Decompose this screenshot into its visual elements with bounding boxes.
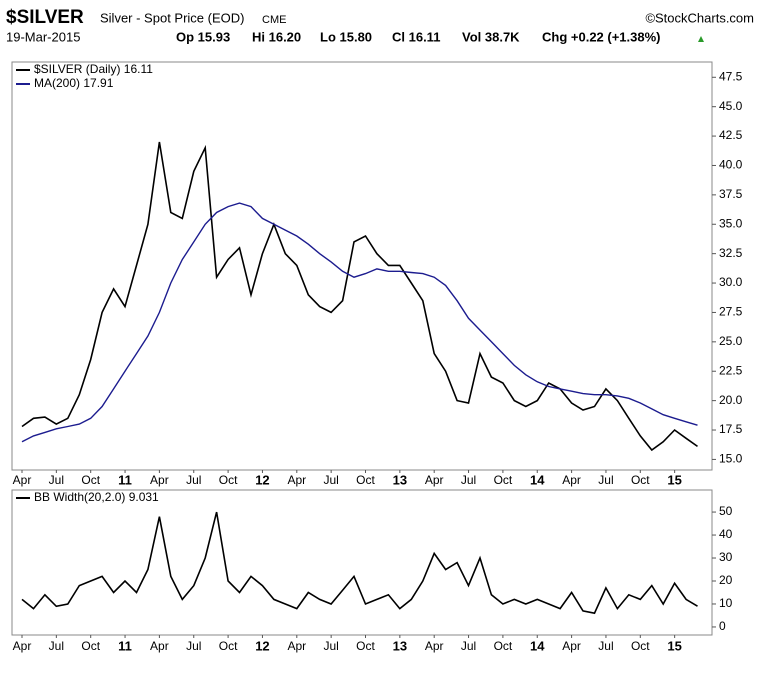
x-tick-label: 14 bbox=[530, 472, 545, 487]
x-tick-label: 12 bbox=[255, 472, 269, 487]
y-tick-label: 17.5 bbox=[719, 422, 743, 436]
series-line bbox=[21, 141, 698, 452]
x-tick-label: Oct bbox=[219, 473, 238, 487]
x-tick-label: Jul bbox=[598, 639, 613, 653]
x-tick-label: 15 bbox=[667, 638, 681, 653]
y-tick-label: 37.5 bbox=[719, 187, 743, 201]
x-tick-label: Jul bbox=[186, 639, 201, 653]
x-tick-label: 13 bbox=[393, 638, 407, 653]
x-tick-label: Jul bbox=[49, 473, 64, 487]
x-tick-label: Jul bbox=[461, 639, 476, 653]
legend-label: $SILVER (Daily) 16.11 bbox=[34, 62, 153, 76]
y-tick-label: 47.5 bbox=[719, 69, 743, 83]
x-tick-label: 13 bbox=[393, 472, 407, 487]
y-tick-label: 35.0 bbox=[719, 216, 743, 230]
x-tick-label: Jul bbox=[186, 473, 201, 487]
y-tick-label: 25.0 bbox=[719, 334, 743, 348]
plot-area bbox=[11, 61, 713, 471]
x-tick-label: Oct bbox=[81, 473, 100, 487]
y-tick-label: 30.0 bbox=[719, 275, 743, 289]
change: Chg +0.22 (+1.38%) bbox=[542, 29, 661, 44]
x-tick-label: Oct bbox=[631, 473, 650, 487]
security-name: Silver - Spot Price (EOD) bbox=[100, 10, 244, 25]
source: ©StockCharts.com bbox=[645, 10, 754, 25]
x-tick-label: Oct bbox=[494, 639, 513, 653]
low: Lo 15.80 bbox=[320, 29, 372, 44]
close: Cl 16.11 bbox=[392, 29, 440, 44]
y-tick-label: 0 bbox=[719, 619, 726, 633]
x-tick-label: Jul bbox=[323, 639, 338, 653]
x-tick-label: 11 bbox=[118, 472, 132, 487]
y-tick-label: 45.0 bbox=[719, 99, 743, 113]
legend-label: MA(200) 17.91 bbox=[34, 76, 114, 90]
y-tick-label: 50 bbox=[719, 504, 733, 518]
up-arrow bbox=[698, 36, 704, 42]
x-tick-label: Apr bbox=[13, 639, 32, 653]
series-line bbox=[21, 202, 698, 443]
x-tick-label: Oct bbox=[494, 473, 513, 487]
y-tick-label: 15.0 bbox=[719, 452, 743, 466]
y-tick-label: 27.5 bbox=[719, 305, 743, 319]
high: Hi 16.20 bbox=[252, 29, 301, 44]
date: 19-Mar-2015 bbox=[6, 29, 80, 44]
x-tick-label: Jul bbox=[461, 473, 476, 487]
x-tick-label: Apr bbox=[287, 473, 306, 487]
y-tick-label: 10 bbox=[719, 596, 733, 610]
x-tick-label: Apr bbox=[425, 639, 444, 653]
x-tick-label: Jul bbox=[323, 473, 338, 487]
x-tick-label: Apr bbox=[150, 639, 169, 653]
y-tick-label: 20.0 bbox=[719, 393, 743, 407]
exchange: CME bbox=[262, 14, 286, 26]
volume: Vol 38.7K bbox=[462, 29, 520, 44]
plot-area bbox=[11, 489, 713, 636]
x-tick-label: Oct bbox=[81, 639, 100, 653]
x-tick-label: Oct bbox=[356, 473, 375, 487]
x-tick-label: 15 bbox=[667, 472, 681, 487]
open: Op 15.93 bbox=[176, 29, 230, 44]
x-tick-label: Apr bbox=[13, 473, 32, 487]
x-tick-label: Oct bbox=[219, 639, 238, 653]
y-tick-label: 22.5 bbox=[719, 363, 743, 377]
x-tick-label: Jul bbox=[49, 639, 64, 653]
x-tick-label: Oct bbox=[356, 639, 375, 653]
symbol: $SILVER bbox=[6, 7, 84, 28]
x-tick-label: Apr bbox=[425, 473, 444, 487]
x-tick-label: Apr bbox=[287, 639, 306, 653]
legend-label: BB Width(20,2.0) 9.031 bbox=[34, 490, 159, 504]
y-tick-label: 20 bbox=[719, 573, 733, 587]
x-tick-label: 14 bbox=[530, 638, 545, 653]
x-tick-label: Apr bbox=[150, 473, 169, 487]
y-tick-label: 42.5 bbox=[719, 128, 743, 142]
x-tick-label: Jul bbox=[598, 473, 613, 487]
x-tick-label: Apr bbox=[562, 473, 581, 487]
x-tick-label: Apr bbox=[562, 639, 581, 653]
series-line bbox=[21, 511, 698, 615]
y-tick-label: 32.5 bbox=[719, 246, 743, 260]
y-tick-label: 30 bbox=[719, 550, 733, 564]
y-tick-label: 40 bbox=[719, 527, 733, 541]
x-tick-label: 12 bbox=[255, 638, 269, 653]
x-tick-label: Oct bbox=[631, 639, 650, 653]
y-tick-label: 40.0 bbox=[719, 158, 743, 172]
x-tick-label: 11 bbox=[118, 638, 132, 653]
